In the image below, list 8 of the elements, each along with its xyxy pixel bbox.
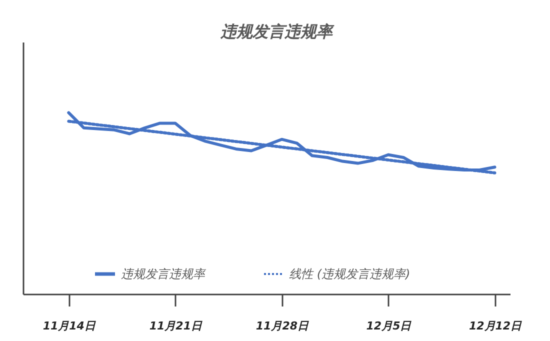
legend-label: 违规发言违规率 bbox=[121, 267, 207, 281]
x-tick-label: 11月21日 bbox=[149, 320, 203, 332]
x-tick-label: 11月28日 bbox=[256, 320, 310, 332]
chart-title: 违规发言违规率 bbox=[220, 22, 334, 41]
x-tick-label: 11月14日 bbox=[42, 320, 96, 332]
legend-label: 线性 (违规发言违规率) bbox=[289, 267, 410, 281]
x-tick-label: 12月12日 bbox=[468, 320, 523, 332]
x-tick-label: 12月5日 bbox=[366, 320, 412, 332]
